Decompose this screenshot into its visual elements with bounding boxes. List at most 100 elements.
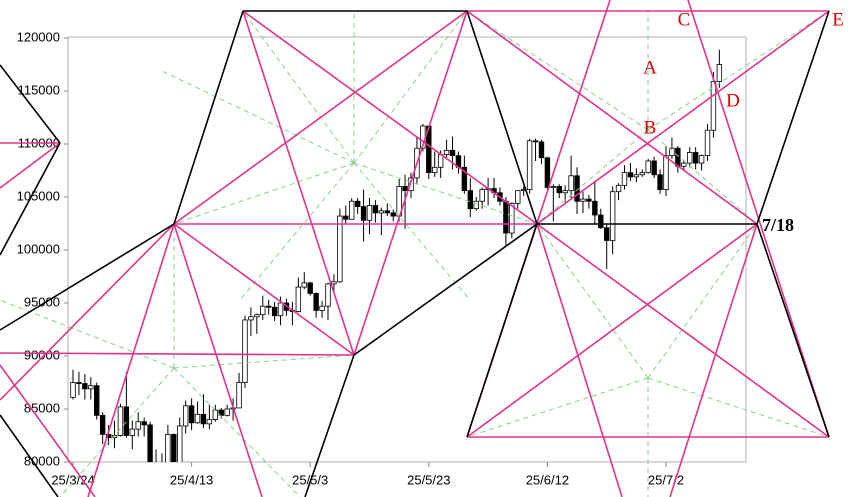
candle-body [165,434,171,462]
candle-body [325,283,331,307]
candle-body [503,200,509,234]
candle-body [76,382,82,384]
candle-body [70,382,76,398]
candle-body [147,424,153,462]
plot-frame [67,36,747,463]
candle-body [532,140,539,143]
candle-body [716,64,723,82]
candle-body [615,184,622,193]
candle-body [473,200,479,210]
candle-body [627,172,634,178]
candle-body [580,198,586,202]
annotation: 7/18 [762,215,794,235]
candle-body [651,160,657,176]
candle-body [592,200,598,216]
candle-body [526,140,533,190]
candle-body [171,434,177,462]
candle-body [657,174,663,190]
x-tick-label: 25/3/24 [51,472,94,487]
y-tick-label: 85000 [24,400,60,415]
candle-body [461,166,468,192]
candle-body [343,215,349,220]
candle-body [154,470,159,481]
candle-body [265,305,272,308]
candle-body [408,177,414,192]
y-tick-label: 115000 [18,82,60,97]
candle-body [354,200,361,207]
candle-body [710,81,717,131]
candle-body [366,205,373,221]
overlay-dashed [0,10,830,497]
candle-body [141,421,147,426]
y-tick-label: 80000 [24,453,60,468]
candle-body [271,306,278,317]
candles [70,49,723,497]
candle-body [663,155,669,190]
candle-body [687,152,693,164]
candle-body [117,406,124,436]
candle-body [337,215,343,283]
candle-body [544,157,551,188]
candle-body [604,227,610,241]
candle-body [105,434,112,439]
candle-body [177,425,183,462]
candle-body [669,147,675,157]
candle-body [692,152,699,164]
candle-body [598,214,604,229]
annotation: C [678,9,691,30]
candle-body [135,421,141,430]
candle-body [675,147,681,167]
annotation: E [832,9,844,30]
y-tick-label: 120000 [17,29,60,44]
candle-body [372,205,379,214]
candle-body [437,154,444,168]
candle-body [586,198,592,202]
candle-body [200,413,207,425]
candle-body [467,190,474,210]
candle-body [479,189,485,202]
candle-body [331,281,337,285]
candle-body [277,302,284,317]
candle-body [639,172,645,176]
y-tick-label: 100000 [17,241,60,256]
candle-body [260,305,266,316]
candle-body [99,414,106,435]
candle-body [301,282,307,288]
candle-body [349,200,355,220]
candle-body [218,409,224,416]
overlay-black [0,10,830,497]
candle-body [307,282,313,294]
candle-body [384,210,390,214]
candle-body [188,405,195,424]
x-tick-label: 25/5/23 [407,472,450,487]
candle-body [621,172,628,186]
candle-body [550,185,557,188]
candle-body [390,212,396,217]
candle-body [698,155,705,164]
candle-body [212,409,219,420]
candle-body [538,141,545,159]
candle-body [443,149,450,156]
candle-body [224,408,230,416]
candle-body [360,206,367,221]
y-tick-label: 105000 [17,188,60,203]
candle-body [681,162,687,167]
candle-body [556,185,562,194]
x-tick-label: 25/7/2 [648,472,684,487]
candle-body [378,210,385,214]
annotation: B [644,117,657,138]
candle-body [568,175,574,192]
annotation: A [643,57,657,78]
candle-body [242,319,248,383]
candle-body [449,149,456,157]
candle-body [123,406,130,436]
candle-body [94,385,100,416]
candle-body [160,470,165,497]
candle-body [248,316,254,321]
candle-body [704,129,711,157]
candle-body [645,160,651,174]
candle-body [82,383,88,390]
x-tick-label: 25/4/13 [170,472,213,487]
candle-body [319,305,325,311]
